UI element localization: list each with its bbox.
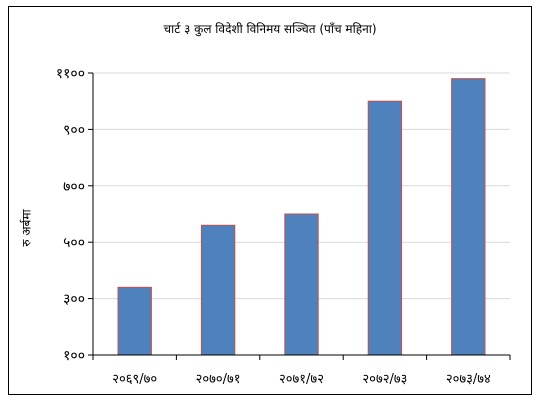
x-tick-label: २०७३/७४ — [446, 372, 491, 387]
axes — [88, 72, 511, 360]
bar-4 — [367, 100, 403, 356]
y-tick-label: १०० — [63, 348, 85, 364]
y-tick-label: ९०० — [63, 122, 85, 138]
bars — [117, 78, 486, 356]
y-tick-label: ५०० — [63, 235, 85, 251]
x-tick-label: २०७१/७२ — [279, 372, 324, 387]
x-tick-label: २०७२/७३ — [362, 372, 407, 387]
x-tick-label: २०६९/७० — [112, 372, 157, 387]
bar-1 — [117, 286, 152, 356]
bar-5 — [451, 78, 486, 356]
y-tick-label: ७०० — [63, 179, 85, 195]
bar-2 — [200, 224, 236, 356]
tick-labels: १०० ३०० ५०० ७०० ९०० ११०० २०६९/७० २०७०/७१ २०७१/७२… — [56, 66, 491, 387]
x-tick-label: २०७०/७१ — [196, 372, 241, 387]
bar-3 — [284, 213, 319, 356]
y-tick-label: ३०० — [63, 292, 85, 308]
y-tick-label: ११०० — [56, 66, 85, 82]
chart-title: चार्ट ३ कुल विदेशी विनिमय सञ्चित (पाँच म… — [163, 22, 377, 36]
chart-frame — [8, 6, 532, 395]
